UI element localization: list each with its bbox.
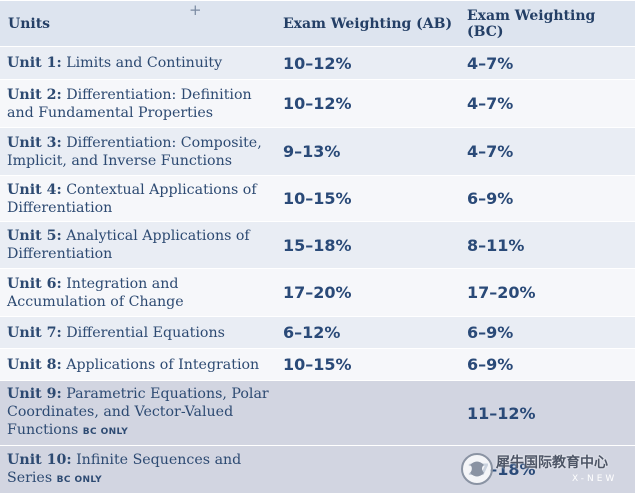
ab-weighting: 6–12% [283,323,341,342]
unit-title-line2: Series [7,469,53,486]
bc-weighting: 6–9% [467,189,514,208]
unit-title-line2: Differentiation [7,199,113,216]
unit-title-line2: Differentiation [7,246,113,262]
unit-title: Differentiation: Composite, [66,134,262,151]
unit-number: Unit 1: [7,55,62,71]
unit-title: Infinite Sequences and [76,451,242,468]
unit-title-line2: Accumulation of Change [7,293,184,310]
table-row: Unit 10: Infinite Sequences and Series B… [0,445,635,493]
table-header-row: Units Exam Weighting (AB) Exam Weighting… [0,0,635,46]
ab-weighting: 10–12% [283,94,352,113]
table-row: Unit 6: Integration and Accumulation of … [0,268,635,316]
unit-number: Unit 2: [7,86,62,103]
ab-weighting: 10–15% [283,355,352,374]
unit-number: Unit 7: [7,324,62,341]
unit-number: Unit 10: [7,451,72,468]
plus-icon: + [189,1,202,19]
unit-number: Unit 6: [7,275,62,292]
table-row: Unit 8: Applications of Integration 10–1… [0,348,635,380]
unit-title: Analytical Applications of [66,228,250,244]
unit-cell: Unit 8: Applications of Integration [7,356,277,374]
table-row: Unit 2: Differentiation: Definition and … [0,79,635,127]
ab-weighting: 15–18% [283,235,352,255]
header-ab: Exam Weighting (AB) [283,15,453,32]
unit-cell: Unit 5: Analytical Applications of Diffe… [7,227,277,263]
unit-title: Contextual Applications of [66,181,257,198]
table-row: Unit 9: Parametric Equations, Polar Coor… [0,380,635,445]
unit-number: Unit 5: [7,228,62,244]
unit-title: Limits and Continuity [66,55,223,71]
bc-weighting: 6–9% [467,355,514,374]
bc-only-tag: BC ONLY [82,427,129,437]
ab-weighting: 17–20% [283,283,352,302]
ab-weighting: 9–13% [283,142,341,161]
table-row: Unit 3: Differentiation: Composite, Impl… [0,127,635,175]
bc-weighting: 4–7% [467,53,514,73]
watermark-text: 犀牛国际教育中心 [496,455,608,471]
unit-cell: Unit 1: Limits and Continuity [7,54,277,72]
unit-title-line2: Coordinates, and Vector-Valued [7,404,234,420]
header-bc: Exam Weighting (BC) [467,7,596,40]
bc-weighting: 6–9% [467,323,514,342]
unit-cell: Unit 3: Differentiation: Composite, Impl… [7,134,277,170]
table-row: Unit 4: Contextual Applications of Diffe… [0,175,635,221]
unit-cell: Unit 10: Infinite Sequences and Series B… [7,451,277,489]
unit-number: Unit 3: [7,134,62,151]
unit-title: Integration and [66,275,179,292]
header-units: Units [8,15,51,32]
unit-title-line2: and Fundamental Properties [7,104,214,121]
unit-title: Parametric Equations, Polar [66,386,269,402]
unit-number: Unit 8: [7,356,62,373]
unit-cell: Unit 4: Contextual Applications of Diffe… [7,181,277,217]
unit-number: Unit 4: [7,181,62,198]
bc-weighting: 4–7% [467,142,514,161]
unit-cell: Unit 6: Integration and Accumulation of … [7,275,277,311]
unit-number: Unit 9: [7,386,62,402]
bc-weighting: 4–7% [467,94,514,113]
ab-weighting: 10–15% [283,189,352,208]
ab-weighting: 10–12% [283,53,352,73]
unit-cell: Unit 7: Differential Equations [7,324,277,342]
table-row: Unit 7: Differential Equations 6–12% 6–9… [0,316,635,348]
unit-cell: Unit 9: Parametric Equations, Polar Coor… [7,385,277,441]
unit-title: Differential Equations [66,324,225,341]
watermark: 犀牛国际教育中心 X-NEW [460,448,635,493]
unit-title-line3: Functions [7,422,79,438]
bc-only-tag: BC ONLY [56,474,103,485]
unit-cell: Unit 2: Differentiation: Definition and … [7,86,277,122]
watermark-logo-icon [461,453,493,485]
table-row: Unit 5: Analytical Applications of Diffe… [0,221,635,268]
bc-weighting: 17–20% [467,283,536,302]
bc-weighting: 11–12% [467,403,536,423]
unit-title: Differentiation: Definition [66,86,252,103]
bc-weighting: 8–11% [467,235,525,255]
table-row: Unit 1: Limits and Continuity 10–12% 4–7… [0,46,635,79]
unit-title: Applications of Integration [66,356,260,373]
unit-title-line2: Implicit, and Inverse Functions [7,152,232,169]
watermark-subtext: X-NEW [572,474,618,484]
